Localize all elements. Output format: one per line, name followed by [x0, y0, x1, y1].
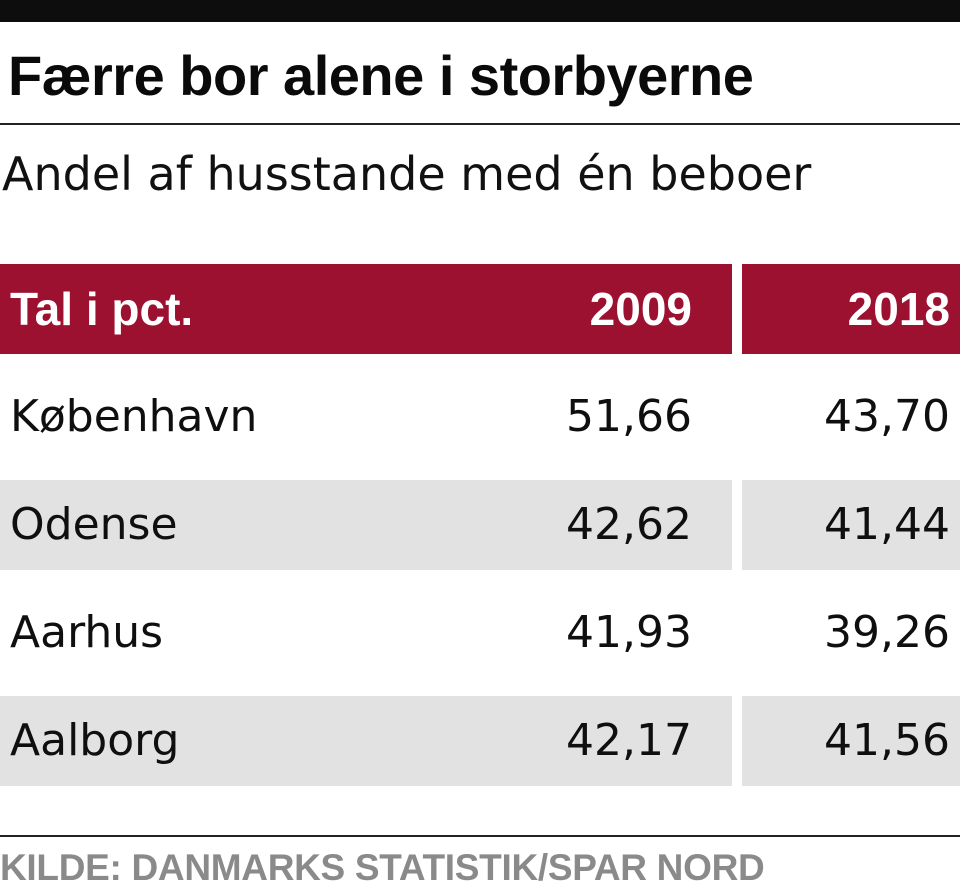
- table-row: Odense 42,62 41,44: [0, 480, 960, 570]
- top-rule: [0, 0, 960, 22]
- chart-subtitle: Andel af husstande med én beboer: [2, 147, 812, 201]
- source-credit: KILDE: DANMARKS STATISTIK/SPAR NORD: [0, 847, 765, 888]
- row-background-right: [742, 696, 960, 786]
- value-2009: 42,17: [566, 715, 692, 766]
- value-2009: 51,66: [566, 391, 692, 442]
- row-background-right: [742, 480, 960, 570]
- bottom-rule: [0, 835, 960, 837]
- header-year-2009: 2009: [589, 283, 692, 335]
- city-label: Aalborg: [10, 715, 180, 766]
- data-table: Tal i pct. 2009 2018 København 51,66 43,…: [0, 264, 960, 804]
- value-2018: 41,56: [824, 715, 950, 766]
- header-background-right: [742, 264, 960, 354]
- header-background-left: [0, 264, 732, 354]
- table-row: Aalborg 42,17 41,56: [0, 696, 960, 786]
- table-header-row: Tal i pct. 2009 2018: [0, 264, 960, 354]
- value-2009: 42,62: [566, 499, 692, 550]
- value-2018: 39,26: [824, 607, 950, 658]
- value-2009: 41,93: [566, 607, 692, 658]
- city-label: København: [10, 391, 258, 442]
- chart-title: Færre bor alene i storbyerne: [8, 44, 754, 107]
- city-label: Aarhus: [10, 607, 164, 658]
- city-label: Odense: [10, 499, 178, 550]
- row-background-left: [0, 480, 732, 570]
- value-2018: 41,44: [824, 499, 950, 550]
- value-2018: 43,70: [824, 391, 950, 442]
- title-rule: [0, 123, 960, 125]
- header-year-2018: 2018: [847, 283, 950, 335]
- table-row: København 51,66 43,70: [0, 372, 960, 462]
- row-background-left: [0, 696, 732, 786]
- table-row: Aarhus 41,93 39,26: [0, 588, 960, 678]
- header-label-cell: Tal i pct.: [10, 283, 194, 335]
